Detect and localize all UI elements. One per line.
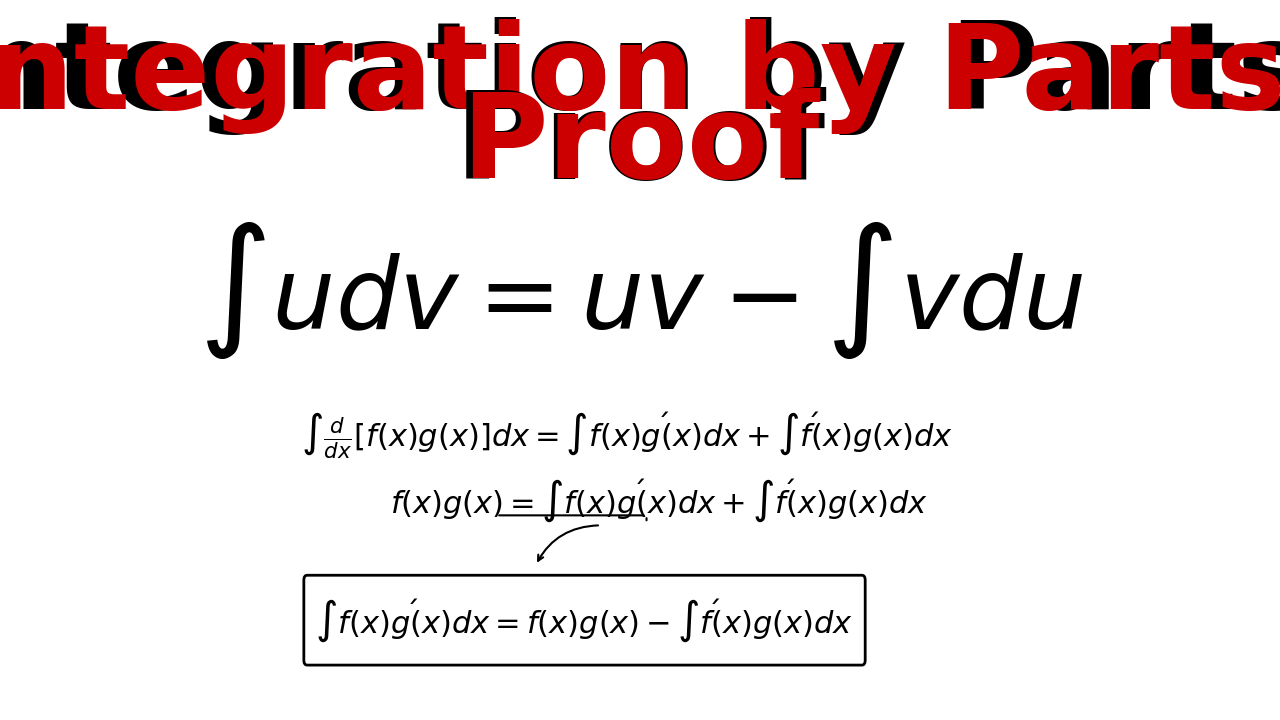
Text: Integration by Parts:: Integration by Parts: — [0, 19, 1280, 134]
Text: $f(x)g(x) = \int f(x)g\'(x)dx + \int f\'(x)g(x)dx$: $f(x)g(x) = \int f(x)g\'(x)dx + \int f\'… — [390, 477, 929, 523]
Text: $\int f(x)g\'(x)dx = f(x)g(x) - \int f\'(x)g(x)dx$: $\int f(x)g\'(x)dx = f(x)g(x) - \int f\'… — [315, 597, 854, 644]
Text: $\int \frac{d}{dx}\left[f(x)g(x)\right]dx = \int f(x)g\'(x)dx + \int f\'(x)g(x)d: $\int \frac{d}{dx}\left[f(x)g(x)\right]d… — [301, 410, 952, 461]
Text: $\int udv = uv - \int vdu$: $\int udv = uv - \int vdu$ — [197, 220, 1083, 361]
Text: Integration by Parts:: Integration by Parts: — [0, 17, 1280, 135]
FancyBboxPatch shape — [303, 575, 865, 665]
Text: Proof: Proof — [461, 89, 819, 204]
Text: Proof: Proof — [454, 88, 826, 204]
